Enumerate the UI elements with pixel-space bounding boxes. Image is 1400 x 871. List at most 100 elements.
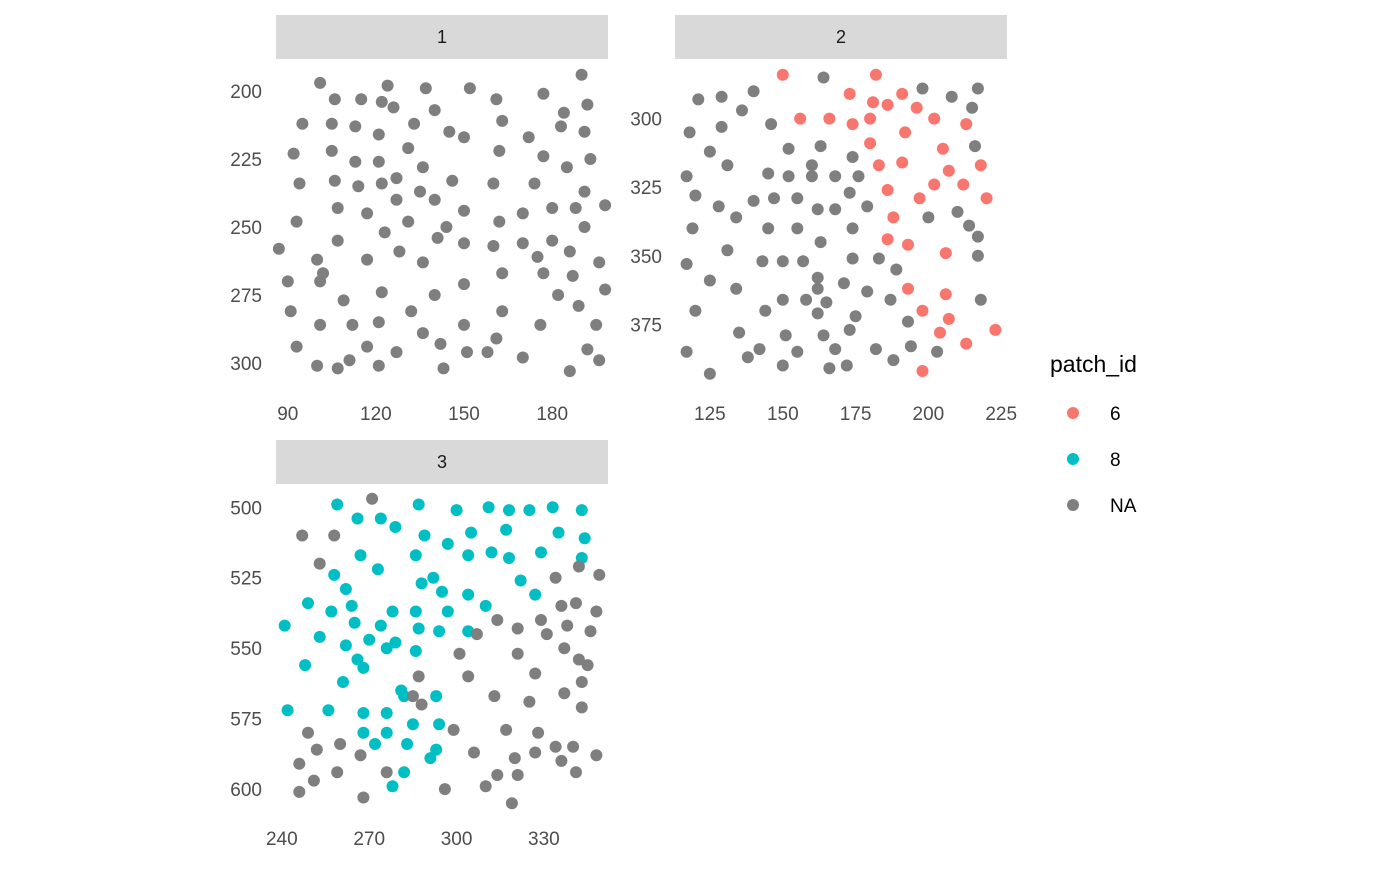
data-point — [535, 546, 547, 559]
data-point — [989, 323, 1002, 336]
data-point — [354, 749, 367, 762]
data-point — [348, 616, 361, 629]
data-point — [861, 200, 874, 213]
data-point — [546, 501, 559, 514]
data-point — [361, 340, 374, 353]
data-point — [408, 117, 421, 130]
data-point — [534, 318, 547, 331]
data-point — [343, 354, 356, 367]
data-point — [939, 288, 952, 301]
data-point — [797, 255, 810, 268]
data-point — [782, 142, 795, 155]
data-point — [904, 340, 917, 353]
data-point — [916, 82, 929, 95]
data-point — [721, 244, 734, 257]
data-point — [686, 222, 699, 235]
data-point — [409, 645, 422, 657]
data-point — [974, 159, 987, 172]
data-point — [567, 740, 580, 753]
data-point — [351, 653, 364, 666]
data-point — [428, 193, 441, 206]
data-point — [689, 189, 702, 202]
data-point — [405, 305, 418, 318]
data-point — [523, 504, 536, 517]
facet-strip-background — [276, 440, 608, 484]
data-point — [715, 90, 728, 103]
data-point — [511, 622, 524, 635]
data-point — [398, 690, 411, 703]
data-point — [369, 738, 381, 750]
data-point — [570, 597, 582, 610]
data-point — [776, 255, 789, 268]
data-point — [372, 128, 385, 141]
data-point — [575, 68, 588, 81]
data-point — [311, 253, 324, 266]
data-point — [872, 252, 885, 265]
data-point — [389, 521, 402, 533]
data-point — [447, 723, 460, 736]
data-point — [555, 599, 568, 612]
data-point — [272, 242, 285, 255]
data-point — [575, 504, 588, 517]
data-point — [453, 647, 466, 660]
facet-strip: 1 — [276, 15, 608, 59]
data-point — [840, 359, 853, 372]
data-point — [296, 117, 309, 130]
data-point — [843, 323, 856, 336]
data-point — [322, 704, 335, 717]
facet-strip-label: 2 — [836, 27, 846, 47]
x-tick-label: 120 — [360, 404, 392, 425]
data-point — [503, 552, 515, 564]
data-point — [960, 118, 973, 131]
x-tick-label: 150 — [767, 404, 799, 425]
data-point — [890, 263, 903, 276]
data-point — [441, 537, 454, 550]
data-point — [829, 170, 842, 183]
data-point — [703, 274, 716, 287]
data-point — [820, 296, 833, 309]
data-point — [522, 131, 535, 144]
data-point — [372, 316, 385, 329]
data-point — [546, 234, 559, 247]
data-point — [974, 293, 987, 306]
data-point — [337, 294, 350, 307]
data-point — [951, 205, 964, 218]
data-point — [578, 532, 591, 545]
data-point — [487, 177, 500, 190]
data-point — [896, 156, 909, 169]
data-point — [406, 718, 419, 731]
data-point — [537, 87, 550, 100]
data-point — [339, 639, 352, 652]
data-point — [864, 137, 877, 150]
data-point — [572, 653, 585, 666]
data-point — [418, 529, 431, 542]
data-point — [980, 192, 993, 205]
data-point — [599, 283, 612, 296]
data-point — [884, 293, 897, 306]
y-tick-label: 575 — [230, 710, 262, 731]
data-point — [829, 343, 842, 356]
data-point — [575, 676, 588, 688]
data-point — [939, 247, 952, 260]
y-tick-label: 300 — [230, 354, 262, 375]
data-point — [416, 327, 429, 340]
facet-strip-background — [276, 15, 608, 59]
data-point — [302, 597, 314, 610]
data-point — [433, 625, 446, 638]
data-point — [458, 278, 470, 291]
data-point — [409, 549, 422, 562]
data-point — [942, 312, 955, 325]
data-point — [531, 250, 544, 263]
data-point — [887, 211, 900, 224]
data-point — [730, 282, 743, 295]
data-point — [703, 367, 716, 380]
data-point — [446, 174, 459, 187]
data-point — [450, 504, 463, 517]
facet-panels: 1 90 120 150 180 200 225 250 275 300 2 125 150 175 200… — [230, 15, 1017, 850]
data-point — [331, 234, 344, 247]
data-point — [765, 118, 778, 131]
data-point — [566, 269, 579, 282]
data-point — [357, 707, 370, 719]
data-point — [913, 192, 926, 205]
data-point — [458, 237, 470, 250]
